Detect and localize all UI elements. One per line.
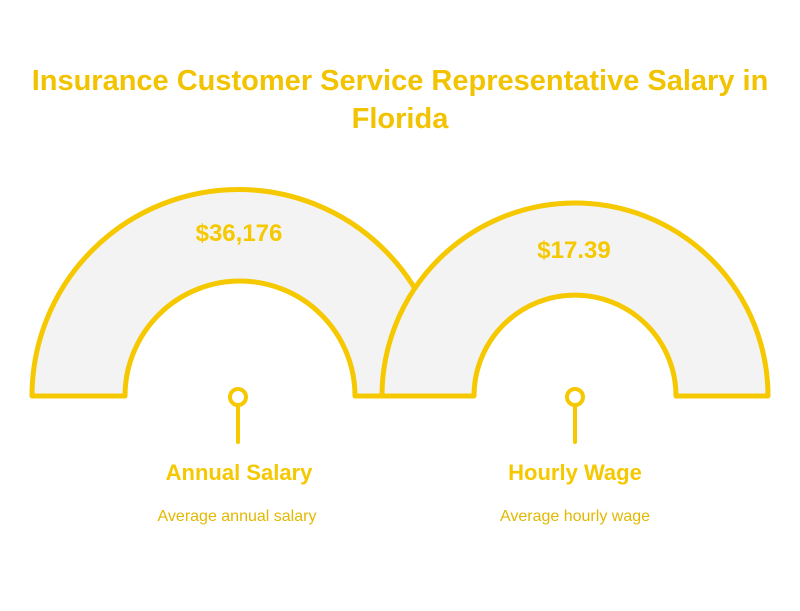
hourly-wage-marker — [565, 387, 585, 444]
hourly-wage-arch — [379, 200, 771, 399]
annual-salary-label: Annual Salary — [165, 460, 313, 485]
hourly-wage-description: Average hourly wage — [499, 508, 651, 525]
annual-salary-description: Average annual salary — [157, 508, 317, 525]
annual-salary-value: $36,176 — [195, 220, 283, 247]
page-title: Insurance Customer Service Representativ… — [31, 65, 769, 135]
annual-salary-marker — [228, 387, 248, 444]
hourly-wage-label: Hourly Wage — [508, 460, 642, 485]
hourly-wage-value: $17.39 — [537, 237, 611, 264]
